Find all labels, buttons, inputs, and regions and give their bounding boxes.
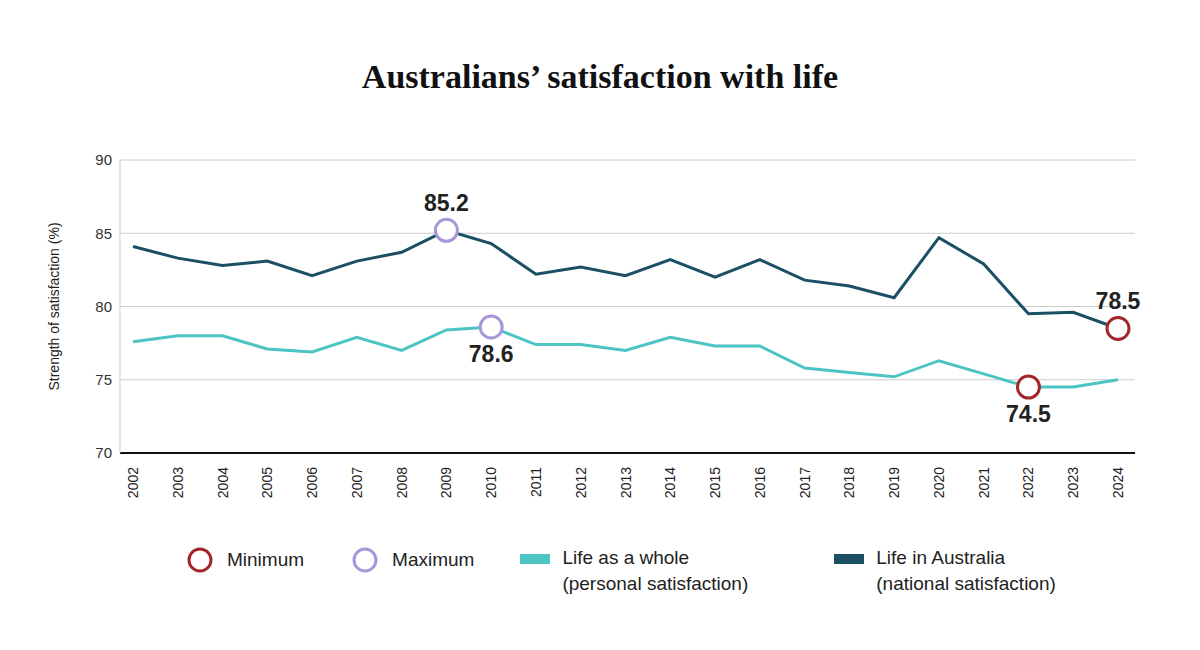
svg-text:90: 90: [95, 151, 112, 168]
svg-text:2010: 2010: [483, 467, 499, 498]
html-text:Minimum: Minimum: [227, 549, 305, 570]
html-text:(national satisfaction): (national satisfaction): [876, 573, 1056, 594]
svg-text:85: 85: [95, 225, 112, 242]
svg-text:78.6: 78.6: [469, 341, 514, 367]
svg-text:85.2: 85.2: [424, 190, 469, 216]
svg-text:2024: 2024: [1110, 467, 1126, 498]
svg-text:2017: 2017: [797, 467, 813, 498]
svg-text:74.5: 74.5: [1006, 401, 1051, 427]
svg-text:2006: 2006: [304, 467, 320, 498]
svg-text:2019: 2019: [886, 467, 902, 498]
html-text:Australians’ satisfaction with: Australians’ satisfaction with life: [361, 58, 839, 95]
svg-text:2012: 2012: [573, 467, 589, 498]
svg-text:Strength of satisfaction (%): Strength of satisfaction (%): [46, 222, 62, 390]
svg-text:2022: 2022: [1020, 467, 1036, 498]
svg-text:75: 75: [95, 371, 112, 388]
svg-text:2014: 2014: [662, 467, 678, 498]
html-text:(personal satisfaction): (personal satisfaction): [562, 573, 749, 594]
svg-text:70: 70: [95, 444, 112, 461]
svg-text:80: 80: [95, 298, 112, 315]
svg-text:2008: 2008: [394, 467, 410, 498]
svg-text:2007: 2007: [349, 467, 365, 498]
html-text:Life in Australia: Life in Australia: [876, 547, 1006, 568]
svg-text:2021: 2021: [976, 467, 992, 498]
svg-text:2002: 2002: [125, 467, 141, 498]
svg-text:2015: 2015: [707, 467, 723, 498]
svg-text:2011: 2011: [528, 467, 544, 497]
svg-text:2013: 2013: [618, 467, 634, 498]
svg-text:2018: 2018: [841, 467, 857, 498]
svg-text:2009: 2009: [438, 467, 454, 498]
svg-text:2016: 2016: [752, 467, 768, 498]
svg-text:78.5: 78.5: [1096, 288, 1141, 314]
svg-text:2003: 2003: [170, 467, 186, 498]
html-text:Maximum: Maximum: [392, 549, 475, 570]
svg-text:2005: 2005: [259, 467, 275, 498]
svg-text:2004: 2004: [215, 467, 231, 498]
svg-text:2020: 2020: [931, 467, 947, 498]
html-text:Life as a whole: Life as a whole: [562, 547, 690, 568]
svg-text:2023: 2023: [1065, 467, 1081, 498]
